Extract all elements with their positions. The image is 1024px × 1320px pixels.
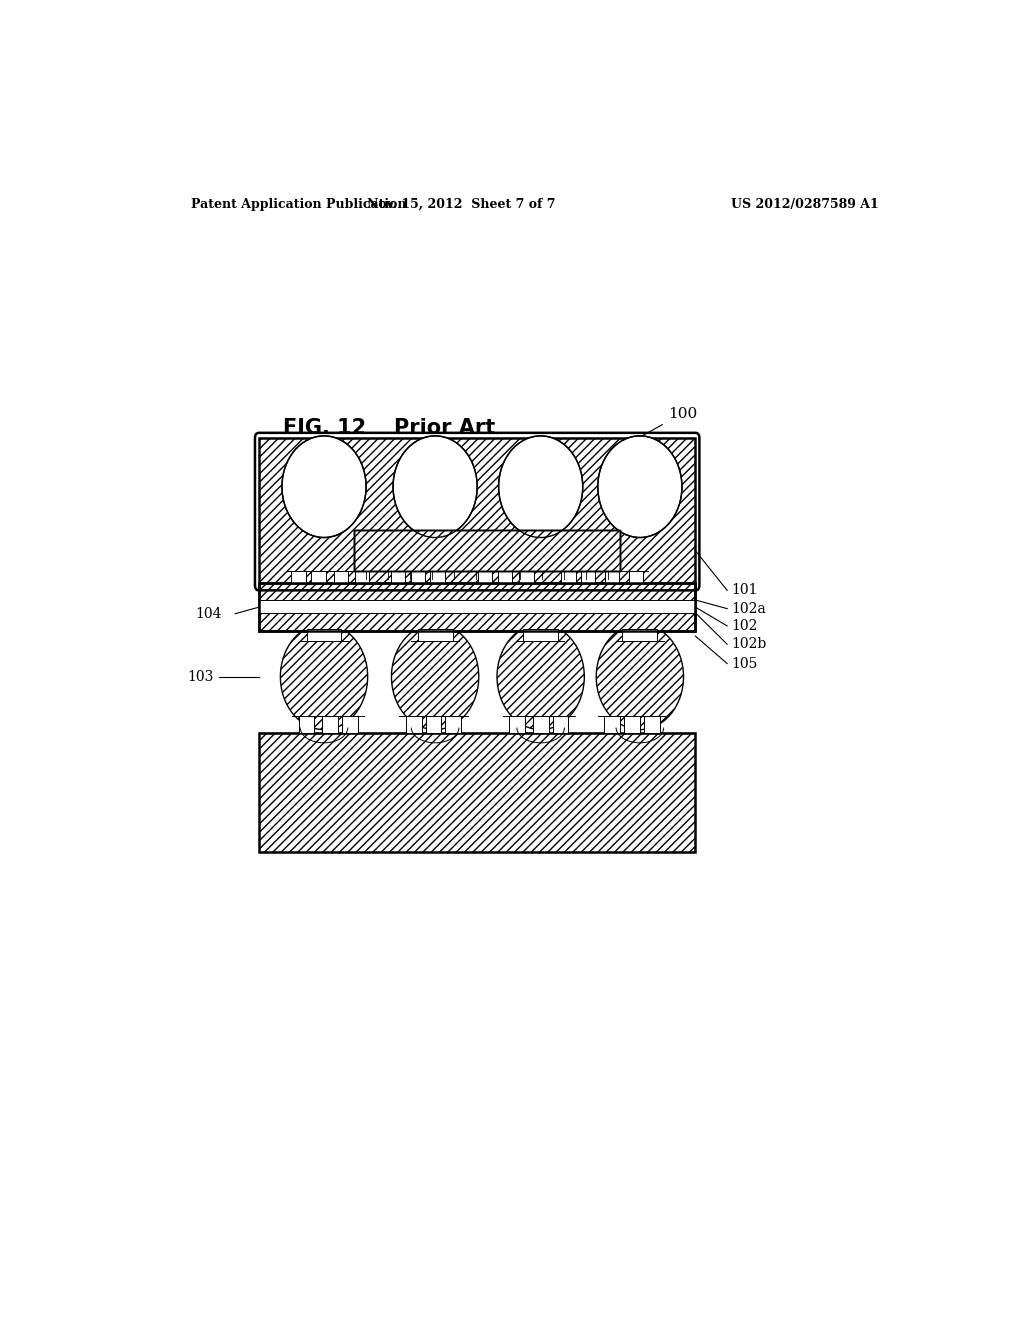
Bar [334, 572, 348, 583]
Bar [323, 717, 338, 733]
Bar [623, 630, 657, 642]
Bar [311, 572, 326, 583]
Bar [342, 717, 358, 733]
Bar [259, 583, 695, 631]
Bar [430, 572, 444, 583]
Text: 105: 105 [731, 656, 758, 671]
Text: 100: 100 [623, 407, 697, 446]
Bar [582, 572, 595, 583]
Text: Patent Application Publication: Patent Application Publication [191, 198, 407, 211]
Bar [644, 717, 659, 733]
Bar [426, 717, 441, 733]
Bar [629, 572, 643, 583]
Text: US 2012/0287589 A1: US 2012/0287589 A1 [731, 198, 879, 211]
Ellipse shape [598, 436, 682, 537]
Bar [299, 717, 314, 733]
Bar [406, 717, 422, 733]
Bar [355, 572, 370, 583]
Bar [259, 601, 695, 612]
Bar [605, 572, 620, 583]
Bar [624, 717, 640, 733]
Text: Prior Art: Prior Art [394, 417, 496, 438]
Bar [519, 572, 534, 583]
Bar [509, 717, 524, 733]
Ellipse shape [596, 624, 684, 730]
Bar [391, 572, 404, 583]
Ellipse shape [393, 436, 477, 537]
Text: 102b: 102b [731, 638, 766, 651]
Bar [478, 572, 493, 583]
Bar [306, 630, 341, 642]
Bar [259, 438, 695, 585]
Text: FIG. 12: FIG. 12 [283, 417, 366, 438]
Bar [532, 717, 549, 733]
Bar [354, 531, 621, 572]
Bar [259, 583, 695, 631]
Ellipse shape [391, 624, 479, 730]
Text: 104: 104 [196, 607, 222, 620]
Bar [604, 717, 620, 733]
Text: Nov. 15, 2012  Sheet 7 of 7: Nov. 15, 2012 Sheet 7 of 7 [367, 198, 556, 211]
Text: 102: 102 [731, 619, 758, 634]
Ellipse shape [282, 436, 367, 537]
Ellipse shape [499, 436, 583, 537]
Ellipse shape [281, 624, 368, 730]
Bar [418, 630, 453, 642]
Bar [259, 733, 695, 851]
Ellipse shape [497, 624, 585, 730]
Bar [553, 717, 568, 733]
Bar [292, 572, 306, 583]
Bar [445, 717, 461, 733]
Text: 101: 101 [731, 583, 758, 598]
Bar [354, 531, 621, 572]
Bar [498, 572, 512, 583]
Bar [523, 630, 558, 642]
Text: 102a: 102a [731, 602, 766, 615]
Bar [561, 572, 575, 583]
Text: 103: 103 [187, 669, 214, 684]
Bar [411, 572, 425, 583]
Bar [354, 531, 621, 572]
